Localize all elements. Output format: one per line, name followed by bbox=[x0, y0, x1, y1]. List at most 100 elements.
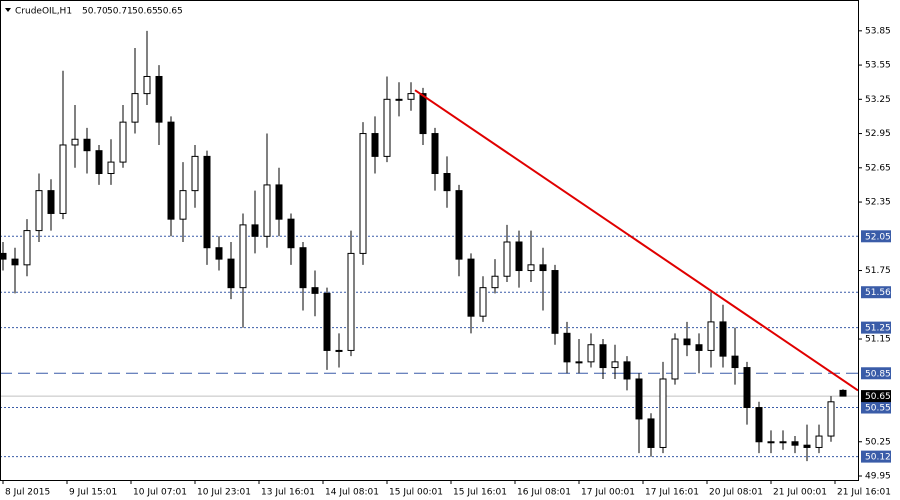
candle-body bbox=[359, 133, 367, 254]
x-tick-label: 10 Jul 23:01 bbox=[197, 488, 251, 498]
candle-body bbox=[599, 344, 607, 369]
candle-body bbox=[107, 161, 115, 175]
header-value: 50.65 bbox=[132, 7, 158, 17]
candle-body bbox=[587, 344, 595, 363]
level-label-box bbox=[861, 321, 891, 334]
candle-body bbox=[455, 190, 463, 260]
current-price-label: 50.65 bbox=[865, 392, 891, 402]
candle-body bbox=[83, 138, 91, 152]
x-tick-label: 21 Jul 16:01 bbox=[837, 488, 891, 498]
candle-body bbox=[791, 441, 799, 446]
x-tick-label: 17 Jul 16:01 bbox=[645, 488, 699, 498]
candle-body bbox=[647, 418, 655, 448]
y-tick-label: 53.85 bbox=[865, 26, 891, 36]
candle-body bbox=[659, 378, 667, 448]
candle-body bbox=[803, 444, 811, 448]
candle-body bbox=[47, 190, 55, 214]
y-tick-label: 53.25 bbox=[865, 95, 891, 105]
candle-body bbox=[227, 258, 235, 289]
x-tick-label: 16 Jul 08:01 bbox=[517, 488, 571, 498]
header-value: 50.71 bbox=[107, 7, 133, 17]
candle-body bbox=[95, 150, 103, 175]
level-label: 51.56 bbox=[865, 288, 891, 298]
header-ohlc: 50.70 50.71 50.65 50.65 bbox=[82, 7, 183, 17]
candle-body bbox=[35, 190, 43, 232]
candle-body bbox=[755, 407, 763, 443]
candle-body bbox=[491, 275, 499, 289]
candle-body bbox=[395, 98, 403, 101]
menu-arrow[interactable] bbox=[5, 8, 11, 12]
candle-body bbox=[419, 93, 427, 135]
x-tick-label: 21 Jul 00:01 bbox=[773, 488, 827, 498]
candle-body bbox=[671, 338, 679, 380]
candle-body bbox=[635, 378, 643, 420]
candle-body bbox=[827, 401, 835, 437]
candle-body bbox=[731, 355, 739, 369]
candle-body bbox=[743, 367, 751, 409]
candle-body bbox=[275, 184, 283, 220]
y-tick-label: 51.15 bbox=[865, 335, 891, 345]
trendline bbox=[414, 89, 859, 392]
candle-body bbox=[131, 93, 139, 123]
x-tick-label: 15 Jul 00:01 bbox=[389, 488, 443, 498]
candle-body bbox=[11, 258, 19, 266]
x-tick-label: 8 Jul 2015 bbox=[5, 488, 50, 498]
candle-body bbox=[311, 287, 319, 294]
level-label-box bbox=[861, 367, 891, 380]
candle-body bbox=[467, 258, 475, 317]
y-tick-label: 53.55 bbox=[865, 61, 891, 71]
candle-body bbox=[779, 441, 787, 444]
candle-body bbox=[479, 287, 487, 317]
candle-body bbox=[335, 349, 343, 352]
level-label: 50.12 bbox=[865, 453, 891, 463]
candle-body bbox=[323, 292, 331, 351]
level-label-box bbox=[861, 286, 891, 299]
x-tick-label: 10 Jul 07:01 bbox=[133, 488, 187, 498]
candle-body bbox=[251, 224, 259, 237]
level-label-box bbox=[861, 450, 891, 463]
candle-body bbox=[575, 361, 583, 364]
candle-body bbox=[239, 224, 247, 289]
candle-body bbox=[371, 133, 379, 157]
plot-area bbox=[0, 30, 859, 462]
candle-body bbox=[71, 138, 79, 146]
candle-body bbox=[539, 264, 547, 272]
candle-body bbox=[191, 155, 199, 192]
candle-body bbox=[623, 361, 631, 380]
candle-body bbox=[215, 247, 223, 260]
y-tick-label: 51.75 bbox=[865, 266, 891, 276]
level-label-box bbox=[861, 401, 891, 414]
y-tick-label: 52.65 bbox=[865, 163, 891, 173]
candle-body bbox=[155, 75, 163, 123]
candle-body bbox=[683, 338, 691, 346]
candle-body bbox=[23, 230, 31, 266]
y-tick-label: 50.25 bbox=[865, 437, 891, 447]
candle-body bbox=[167, 121, 175, 220]
symbol: CrudeOIL,H1 bbox=[15, 7, 72, 17]
candle-body bbox=[767, 441, 775, 444]
candle-body bbox=[503, 241, 511, 277]
x-tick-label: 9 Jul 15:01 bbox=[69, 488, 117, 498]
y-tick-label: 52.35 bbox=[865, 198, 891, 208]
candle-body bbox=[431, 133, 439, 175]
candle-body bbox=[299, 247, 307, 289]
plot-frame bbox=[0, 0, 859, 481]
candle-body bbox=[443, 173, 451, 192]
candle-body bbox=[707, 321, 715, 351]
candle-body bbox=[839, 389, 847, 397]
x-tick-label: 15 Jul 16:01 bbox=[453, 488, 507, 498]
y-tick-label: 49.95 bbox=[865, 472, 891, 482]
candle-body bbox=[611, 361, 619, 369]
candle-body bbox=[179, 190, 187, 220]
candle-body bbox=[563, 332, 571, 363]
header-value: 50.70 bbox=[82, 7, 108, 17]
x-tick-label: 13 Jul 16:01 bbox=[261, 488, 315, 498]
level-label: 50.85 bbox=[865, 369, 891, 379]
level-label-box bbox=[861, 230, 891, 243]
candle-body bbox=[695, 344, 703, 351]
level-label: 50.55 bbox=[865, 404, 891, 414]
candle-body bbox=[383, 98, 391, 157]
x-tick-label: 17 Jul 00:01 bbox=[581, 488, 635, 498]
level-label: 51.25 bbox=[865, 324, 891, 334]
